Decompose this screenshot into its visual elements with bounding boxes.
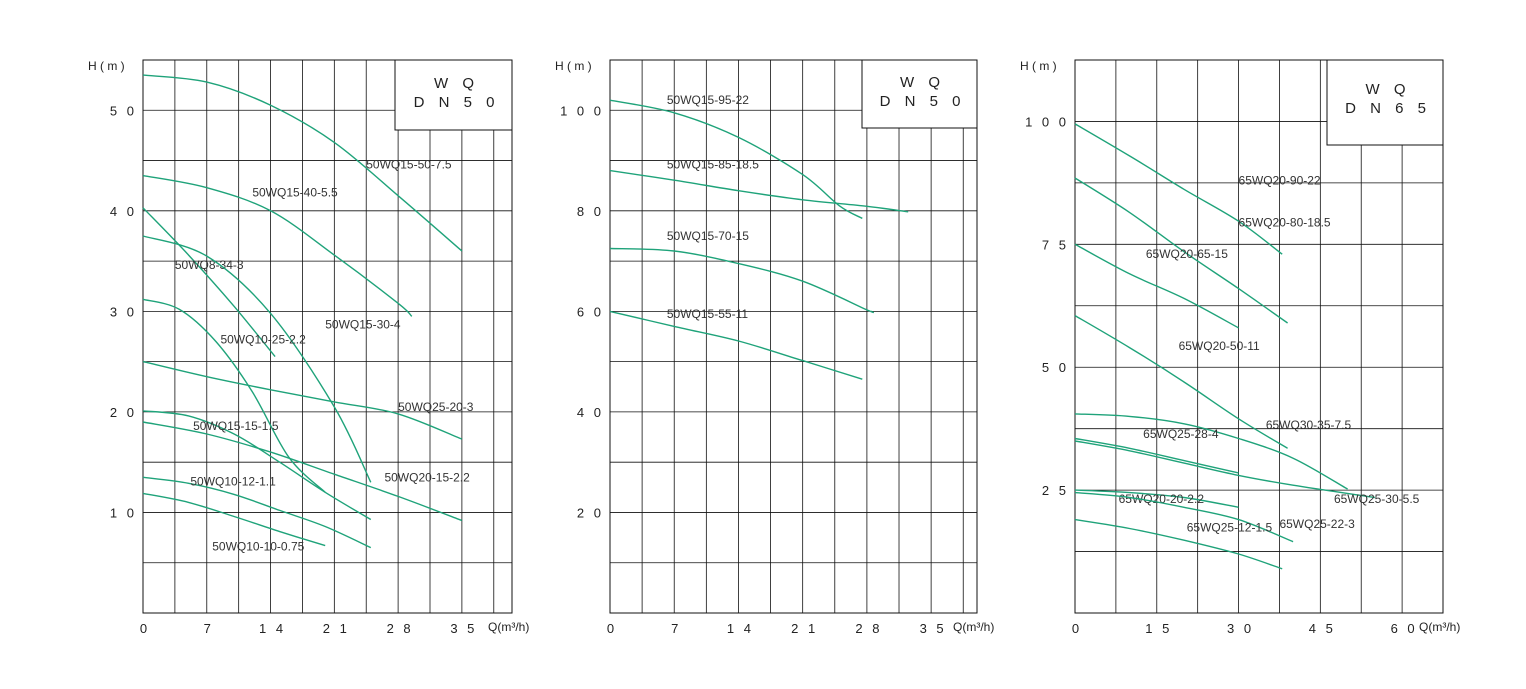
chart1-curve-label: 50WQ15-30-4: [325, 317, 401, 331]
chart2-curve-label: 50WQ15-85-18.5: [667, 158, 759, 172]
chart1-curve-50WQ8-34-3: [142, 207, 276, 358]
chart1-ytick-label: 4 0: [110, 204, 137, 219]
chart3-curve-label: 65WQ20-90-22: [1239, 173, 1321, 187]
chart2-ytick-label: 2 0: [577, 505, 604, 520]
chart2-ytick-label: 8 0: [577, 204, 604, 219]
chart1-curve-50WQ15-40-5.5: [142, 174, 413, 317]
chart3-xtick-label: 3 0: [1227, 621, 1254, 636]
chart2-curve-label: 50WQ15-95-22: [667, 93, 749, 107]
chart1-curve-50WQ25-20-3: [142, 360, 463, 440]
chart1-xtick-label: 2 8: [387, 621, 414, 636]
chart1-xlabel: Q(m³/h): [488, 620, 529, 634]
chart2-xtick-label: 0: [607, 621, 617, 636]
chart3-curve-65WQ25-28-4: [1074, 437, 1239, 474]
chart2-curve-50WQ15-85-18.5: [609, 169, 909, 213]
chart3-curve-65WQ25-12-1.5: [1074, 518, 1283, 570]
chart3-curve-label: 65WQ20-80-18.5: [1239, 216, 1331, 230]
chart3-curve-label: 65WQ25-30-5.5: [1334, 492, 1420, 506]
chart1-curve-label: 50WQ15-15-1.5: [193, 419, 279, 433]
chart1-curve-label: 50WQ25-20-3: [398, 400, 474, 414]
chart3-curve-label: 65WQ20-65-15: [1146, 247, 1228, 261]
chart3-curve-label: 65WQ25-22-3: [1279, 517, 1355, 531]
chart1-xtick-label: 3 5: [450, 621, 477, 636]
chart2-xtick-label: 7: [671, 621, 681, 636]
chart2-curve-label: 50WQ15-70-15: [667, 229, 749, 243]
chart1-ytick-label: 3 0: [110, 304, 137, 319]
chart1-curve-50WQ10-25-2.2: [142, 298, 326, 493]
chart1-ytick-label: 1 0: [110, 505, 137, 520]
chart1-curve-50WQ15-30-4: [142, 235, 372, 483]
chart2-xtick-label: 2 8: [855, 621, 882, 636]
chart1-curve-50WQ20-15-2.2: [142, 421, 463, 522]
chart1-plot-frame: [142, 59, 513, 614]
chart3-xtick-label: 6 0: [1391, 621, 1418, 636]
chart1-xtick-label: 2 1: [323, 621, 350, 636]
chart3-plot-frame: [1074, 59, 1444, 614]
chart3-title-box: [1326, 59, 1444, 146]
chart2-ytick-label: 1 0 0: [560, 103, 604, 118]
chart3-curve-label: 65WQ20-20-2.2: [1119, 492, 1205, 506]
chart1-xtick-label: 1 4: [259, 621, 286, 636]
chart1-box-line-1: W Q: [434, 75, 479, 92]
chart1-curve-label: 50WQ15-40-5.5: [252, 186, 338, 200]
chart2-curve-50WQ15-70-15: [609, 247, 874, 314]
chart3-curve-65WQ20-50-11: [1074, 314, 1288, 449]
chart1-ytick-label: 5 0: [110, 103, 137, 118]
chart3-ytick-label: 5 0: [1042, 360, 1069, 375]
chart2-curve-50WQ15-95-22: [609, 99, 863, 220]
chart2-ytick-label: 6 0: [577, 304, 604, 319]
chart3-curve-65WQ25-30-5.5: [1074, 440, 1376, 499]
chart1-xtick-label: 7: [204, 621, 214, 636]
chart1-curve-label: 50WQ10-12-1.1: [190, 474, 276, 488]
chart2-ylabel: H ( m ): [555, 59, 592, 73]
chart3-ytick-label: 7 5: [1042, 237, 1069, 252]
chart2-xtick-label: 2 1: [791, 621, 818, 636]
chart2-ytick-label: 4 0: [577, 405, 604, 420]
chart3-ylabel: H ( m ): [1020, 59, 1057, 73]
chart2-box-line-1: W Q: [900, 74, 945, 91]
chart1-curve-label: 50WQ15-50-7.5: [366, 158, 452, 172]
chart3-xtick-label: 1 5: [1145, 621, 1172, 636]
chart3-curve-65WQ20-90-22: [1074, 123, 1283, 255]
chart3-curve-65WQ20-80-18.5: [1074, 177, 1289, 324]
chart1-curve-50WQ10-10-0.75: [142, 492, 326, 547]
chart1-ylabel: H ( m ): [88, 59, 125, 73]
chart3-xlabel: Q(m³/h): [1419, 620, 1460, 634]
chart1-curve-label: 50WQ8-34-3: [175, 258, 244, 272]
chart3-curve-65WQ20-65-15: [1074, 243, 1239, 329]
chart3-curve-label: 65WQ30-35-7.5: [1266, 418, 1352, 432]
chart3-curve-65WQ25-22-3: [1074, 491, 1294, 543]
chart3-curve-label: 65WQ20-50-11: [1179, 339, 1260, 353]
chart2-xtick-label: 1 4: [727, 621, 754, 636]
chart3-xtick-label: 4 5: [1309, 621, 1336, 636]
chart3-curve-label: 65WQ25-12-1.5: [1187, 520, 1273, 534]
chart2-curve-50WQ15-55-11: [609, 310, 863, 380]
chart2-curve-label: 50WQ15-55-11: [667, 307, 748, 321]
chart3-box-line-2: D N 6 5: [1345, 100, 1431, 117]
chart3-box-line-1: W Q: [1366, 81, 1411, 98]
chart1-curve-50WQ10-12-1.1: [142, 476, 372, 549]
chart1-title-box: [394, 59, 513, 131]
chart3-curve-label: 65WQ25-28-4: [1143, 427, 1219, 441]
chart3-curve-65WQ20-20-2.2: [1074, 489, 1239, 508]
chart2-box-line-2: D N 5 0: [880, 93, 966, 110]
chart3-ytick-label: 1 0 0: [1025, 114, 1069, 129]
chart1-ytick-label: 2 0: [110, 405, 137, 420]
chart1-curve-label: 50WQ20-15-2.2: [384, 470, 470, 484]
chart1-curve-50WQ15-50-7.5: [142, 74, 463, 252]
chart3-curve-65WQ30-35-7.5: [1074, 413, 1348, 490]
chart1-xtick-label: 0: [140, 621, 150, 636]
chart1-box-line-2: D N 5 0: [414, 94, 500, 111]
chart3-ytick-label: 2 5: [1042, 483, 1069, 498]
chart2-xlabel: Q(m³/h): [953, 620, 994, 634]
chart3-xtick-label: 0: [1072, 621, 1082, 636]
chart2-title-box: [861, 59, 978, 129]
chart1-curve-label: 50WQ10-10-0.75: [212, 540, 304, 554]
chart2-plot-frame: [609, 59, 978, 614]
chart1-curve-label: 50WQ10-25-2.2: [220, 333, 306, 347]
chart2-xtick-label: 3 5: [920, 621, 947, 636]
